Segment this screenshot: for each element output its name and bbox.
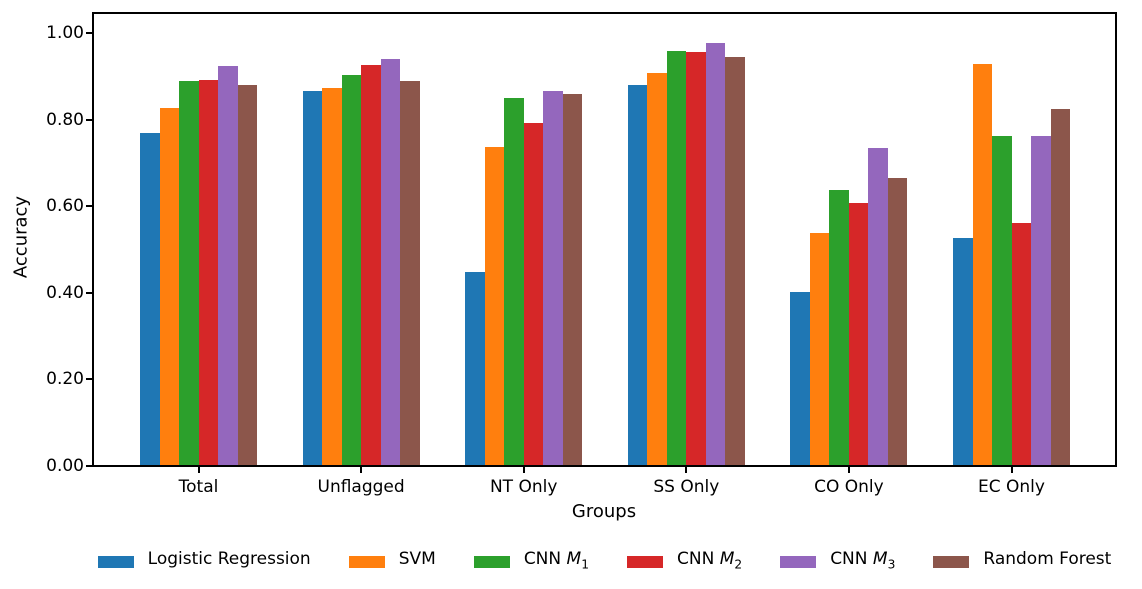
bar-cnn-m1-total xyxy=(179,81,199,466)
bar-svm-total xyxy=(159,108,179,466)
y-tick-label: 1.00 xyxy=(46,23,84,43)
legend-swatch-cnn-m1 xyxy=(473,556,510,568)
bar-logistic-regression-nt-only xyxy=(465,272,485,466)
y-tick-mark xyxy=(86,205,92,208)
y-tick-mark xyxy=(86,465,92,467)
x-tick-mark xyxy=(685,467,688,473)
bar-cnn-m2-ec-only xyxy=(1011,223,1031,466)
bar-random-forest-unflagged xyxy=(400,80,420,466)
legend-label-random-forest: Random Forest xyxy=(983,549,1111,574)
bar-cnn-m3-ss-only xyxy=(705,42,726,466)
legend-label-mathvar: M xyxy=(719,549,735,570)
legend-swatch-logistic-regression xyxy=(97,556,134,568)
bar-random-forest-nt-only xyxy=(562,94,583,466)
x-tick-label-nt-only: NT Only xyxy=(489,477,558,497)
y-tick-label: 0.20 xyxy=(46,369,84,390)
bar-cnn-m1-ss-only xyxy=(666,51,687,466)
x-tick-label-total: Total xyxy=(178,477,219,497)
legend-label-logistic-regression: Logistic Regression xyxy=(148,549,311,574)
bar-cnn-m2-unflagged xyxy=(361,65,381,466)
y-tick-mark xyxy=(86,378,92,381)
bar-cnn-m1-unflagged xyxy=(341,75,362,466)
bar-random-forest-co-only xyxy=(887,178,908,466)
legend-item-cnn-m1: CNN M1 xyxy=(473,549,589,574)
legend-label-subscript: 3 xyxy=(887,557,896,572)
bar-cnn-m3-ec-only xyxy=(1031,136,1051,466)
bar-cnn-m2-co-only xyxy=(848,203,869,466)
bar-logistic-regression-ec-only xyxy=(953,237,973,466)
legend-label-cnn-m2: CNN M2 xyxy=(677,549,742,574)
y-tick-mark xyxy=(86,291,92,294)
bar-cnn-m2-ss-only xyxy=(686,52,706,466)
legend-swatch-cnn-m2 xyxy=(627,556,663,568)
bar-logistic-regression-ss-only xyxy=(627,84,648,466)
x-tick-mark xyxy=(847,467,850,473)
x-tick-label-co-only: CO Only xyxy=(814,477,884,497)
legend-item-svm: SVM xyxy=(348,549,436,574)
bar-random-forest-ec-only xyxy=(1050,109,1070,466)
legend-label-mathvar: M xyxy=(872,549,888,570)
bar-cnn-m3-nt-only xyxy=(543,90,563,466)
legend: Logistic Regression SVM CNN M1 CNN M2 CN… xyxy=(92,549,1117,574)
x-tick-label-ss-only: SS Only xyxy=(653,477,720,497)
bar-svm-ss-only xyxy=(647,72,667,466)
x-axis-label: Groups xyxy=(571,501,637,522)
bar-cnn-m1-co-only xyxy=(829,189,849,466)
bar-svm-ec-only xyxy=(972,63,992,466)
bar-svm-co-only xyxy=(809,233,830,466)
y-tick-mark xyxy=(86,118,92,121)
bar-svm-unflagged xyxy=(322,88,342,466)
bar-cnn-m1-nt-only xyxy=(504,97,524,466)
y-tick-label: 0.60 xyxy=(46,196,84,217)
x-tick-mark xyxy=(360,467,363,473)
legend-label-text: CNN xyxy=(677,549,720,570)
bar-logistic-regression-co-only xyxy=(790,291,810,466)
bar-cnn-m2-total xyxy=(198,79,218,466)
x-tick-label-unflagged: Unflagged xyxy=(317,477,405,497)
y-tick-label: 0.00 xyxy=(46,456,84,476)
legend-label-text: SVM xyxy=(398,549,436,570)
legend-label-mathvar: M xyxy=(566,549,582,570)
bar-logistic-regression-total xyxy=(140,133,160,466)
bar-cnn-m1-ec-only xyxy=(992,136,1012,466)
x-tick-mark xyxy=(197,467,200,473)
bar-cnn-m2-nt-only xyxy=(523,123,544,466)
bar-random-forest-total xyxy=(237,84,257,466)
x-tick-label-ec-only: EC Only xyxy=(978,477,1045,497)
legend-label-cnn-m1: CNN M1 xyxy=(524,549,589,574)
legend-swatch-cnn-m3 xyxy=(780,556,817,568)
bar-logistic-regression-unflagged xyxy=(302,90,323,466)
bar-random-forest-ss-only xyxy=(725,56,745,466)
legend-swatch-svm xyxy=(348,556,385,568)
legend-item-cnn-m3: CNN M3 xyxy=(780,549,895,574)
legend-label-subscript: 1 xyxy=(581,557,589,572)
legend-label-text: Random Forest xyxy=(983,549,1112,570)
legend-item-logistic-regression: Logistic Regression xyxy=(97,549,311,574)
legend-label-text: CNN xyxy=(523,549,567,570)
bar-cnn-m3-unflagged xyxy=(380,58,401,466)
legend-item-random-forest: Random Forest xyxy=(933,549,1111,574)
x-tick-mark xyxy=(1010,467,1013,473)
legend-label-subscript: 2 xyxy=(734,557,743,572)
legend-item-cnn-m2: CNN M2 xyxy=(627,549,742,574)
legend-label-text: Logistic Regression xyxy=(147,549,311,570)
bar-cnn-m3-total xyxy=(218,65,238,466)
y-tick-mark xyxy=(86,32,92,34)
y-tick-label: 0.80 xyxy=(46,109,84,130)
bar-cnn-m3-co-only xyxy=(868,148,888,466)
legend-label-text: CNN xyxy=(830,549,873,570)
bar-svm-nt-only xyxy=(484,146,505,466)
legend-swatch-random-forest xyxy=(933,556,970,568)
legend-label-cnn-m3: CNN M3 xyxy=(830,549,895,574)
y-axis-label: Accuracy xyxy=(10,195,32,279)
legend-label-svm: SVM xyxy=(399,549,436,574)
y-tick-label: 0.40 xyxy=(46,282,84,303)
x-tick-mark xyxy=(522,467,525,473)
